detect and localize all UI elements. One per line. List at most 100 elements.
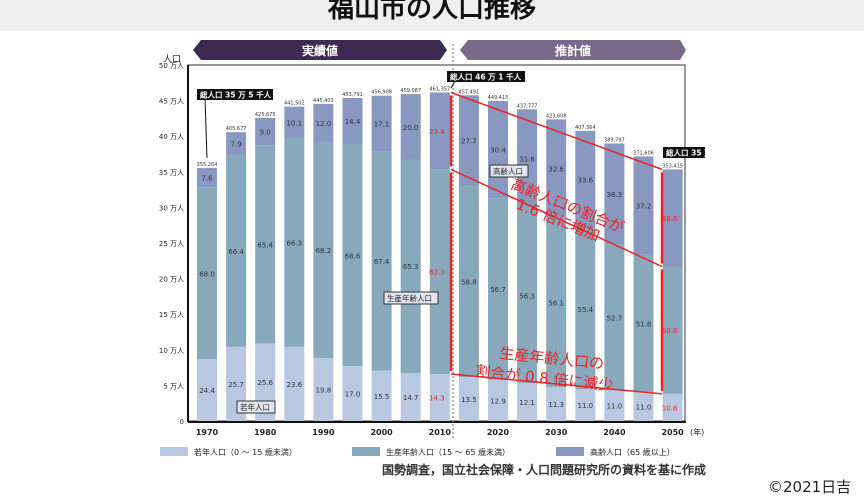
- segment-label: 11.3: [548, 401, 564, 409]
- bar-segment-2010-0: [429, 374, 450, 421]
- callout-2010: 総人口 46 万 1 千人: [450, 72, 522, 82]
- label-elderly: 高齢人口: [493, 166, 523, 176]
- x-tick-label: 2050: [661, 428, 684, 437]
- segment-label: 67.4: [374, 258, 390, 266]
- segment-label: 17.1: [374, 120, 390, 128]
- segment-label: 66.4: [228, 248, 244, 256]
- segment-label: 23.4: [429, 128, 445, 136]
- bar-segment-1980-2: [255, 117, 276, 146]
- y-tick-label: 20 万人: [159, 276, 184, 284]
- bar-segment-2030-2: [546, 119, 567, 218]
- total-label: 425,675: [255, 112, 276, 118]
- callout-2050-box: [663, 147, 705, 158]
- segment-label: 14.7: [403, 394, 419, 402]
- bar-segment-2025-1: [517, 207, 538, 384]
- segment-label: 68.0: [199, 270, 215, 278]
- bar-segment-1970-0: [197, 359, 217, 421]
- segment-label: 56.3: [519, 293, 535, 301]
- callout-2050: 総人口 35 万 3: [666, 148, 720, 158]
- segment-label: 14.4: [345, 118, 361, 126]
- bar-segment-2045-1: [633, 254, 654, 392]
- total-label: 449,415: [488, 95, 509, 101]
- segment-label: 36.3: [607, 191, 623, 199]
- label-working-box: [383, 291, 439, 305]
- segment-label: 10.1: [287, 120, 303, 128]
- bar-segment-2000-0: [371, 370, 392, 421]
- bar-segment-2020-1: [488, 198, 508, 380]
- segment-label: 55.4: [578, 306, 594, 314]
- x-tick-label: 2030: [545, 428, 568, 437]
- bar-segment-1995-2: [342, 97, 363, 145]
- segment-label: 11.0: [636, 403, 652, 411]
- bar-segment-1995-1: [342, 144, 363, 367]
- segment-label: 12.1: [519, 399, 535, 407]
- x-tick-label: 2020: [487, 428, 510, 437]
- bar-segment-2010-1: [429, 169, 450, 375]
- segment-label: 52.7: [607, 314, 623, 322]
- segment-label: 33.6: [578, 177, 594, 185]
- segment-label: 12.0: [316, 120, 332, 128]
- total-label: 371,606: [633, 150, 654, 156]
- callout-2010-box: [447, 71, 525, 82]
- title-band: [0, 0, 864, 31]
- total-label: 453,791: [342, 92, 363, 98]
- segment-label: 30.4: [490, 147, 506, 155]
- bar-segment-2050-1: [662, 266, 683, 394]
- legend-label-1: 生産年齢人口（15 ～ 65 歳未満）: [386, 447, 510, 457]
- segment-label: 12.9: [490, 397, 506, 405]
- x-tick-label: 1990: [312, 428, 335, 437]
- bar-segment-1990-1: [313, 141, 334, 359]
- total-label: 441,502: [284, 101, 305, 107]
- bar-segment-2010-2: [429, 92, 450, 170]
- bar-segment-2005-1: [400, 159, 421, 373]
- page-title: 福山市の人口推移: [327, 0, 536, 24]
- segment-label: 68.2: [316, 247, 332, 255]
- segment-label: 68.6: [345, 252, 361, 260]
- total-label: 437,777: [517, 103, 538, 109]
- segment-label: 65.3: [403, 263, 419, 271]
- total-label: 389,797: [604, 137, 625, 143]
- bar-segment-2025-0: [517, 383, 538, 421]
- bar-segment-1985-1: [284, 138, 305, 347]
- segment-label: 58.8: [461, 278, 477, 286]
- total-label: 355,264: [197, 162, 218, 168]
- bar-segment-2040-2: [604, 143, 625, 245]
- y-tick-label: 5 万人: [163, 382, 184, 390]
- segment-label: 17.0: [345, 391, 361, 399]
- copyright: ©2021日吉: [768, 478, 852, 496]
- bar-segment-2015-2: [458, 95, 479, 186]
- label-young: 若年人口: [240, 402, 270, 412]
- segment-label: 27.7: [461, 137, 477, 145]
- bar-segment-2025-2: [517, 109, 538, 208]
- segment-label: 56.1: [548, 299, 564, 307]
- bar-segment-2050-2: [662, 169, 683, 267]
- total-label: 456,908: [371, 90, 392, 96]
- banner-actual-label: 実績値: [302, 43, 338, 58]
- segment-label: 15.5: [374, 393, 390, 401]
- banner-projected: [460, 40, 686, 60]
- bar-segment-1970-1: [197, 187, 217, 360]
- y-tick-label: 30 万人: [159, 204, 184, 212]
- bar-segment-1975-2: [226, 132, 247, 155]
- segment-label: 65.4: [257, 241, 273, 249]
- trend-line-total: [450, 91, 663, 171]
- segment-label: 14.3: [429, 395, 445, 403]
- segment-label: 25.7: [228, 381, 244, 389]
- bar-segment-1970-2: [197, 168, 217, 188]
- label-elderly-box: [489, 164, 529, 178]
- segment-label: 11.0: [607, 403, 623, 411]
- bar-segment-1985-0: [284, 346, 305, 421]
- segment-label: 23.6: [287, 381, 303, 389]
- bar-segment-2040-1: [604, 244, 625, 391]
- segment-label: 13.5: [461, 396, 477, 404]
- segment-label: 38.6: [662, 215, 678, 223]
- y-tick-label: 10 万人: [159, 347, 184, 355]
- segment-label: 51.8: [636, 320, 652, 328]
- source-note: 国勢調査，国立社会保障・人口問題研究所の資料を基に作成: [381, 463, 706, 477]
- bar-segment-2015-0: [458, 377, 479, 421]
- bar-segment-1980-1: [255, 145, 276, 344]
- total-label: 423,608: [546, 113, 567, 119]
- callout-1970-box: [197, 89, 273, 100]
- callout-2010-pointer: [450, 80, 456, 89]
